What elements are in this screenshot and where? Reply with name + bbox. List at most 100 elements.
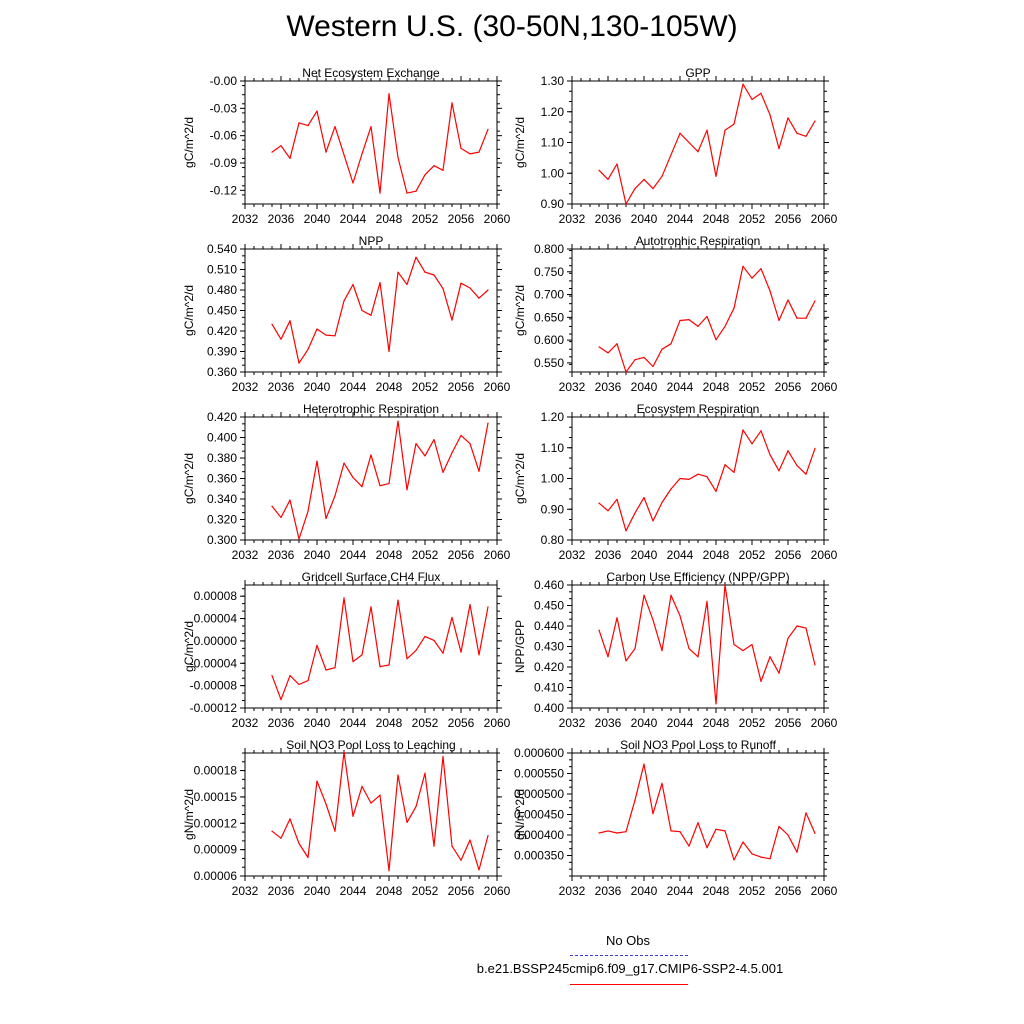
data-point <box>361 153 363 155</box>
data-point <box>406 821 408 824</box>
data-point <box>271 674 273 677</box>
x-tick-label: 2056 <box>448 548 475 562</box>
data-point <box>397 271 399 273</box>
data-point <box>724 464 726 466</box>
data-point <box>343 154 345 156</box>
y-axis-label: gC/m^2/d <box>182 453 196 504</box>
data-point <box>316 644 318 646</box>
data-point <box>280 699 282 701</box>
data-point <box>706 847 708 849</box>
data-point <box>298 538 300 540</box>
data-point <box>352 283 354 286</box>
y-tick-label: 0.410 <box>534 681 564 695</box>
data-point <box>670 830 672 832</box>
x-tick-label: 2032 <box>559 212 586 226</box>
data-point <box>415 649 417 652</box>
data-point <box>598 629 600 631</box>
data-point <box>298 683 300 686</box>
x-tick-label: 2044 <box>340 380 367 394</box>
data-point <box>334 495 336 497</box>
data-point <box>343 751 345 753</box>
data-point <box>460 147 462 150</box>
data-point <box>316 110 318 112</box>
series-line <box>598 429 816 532</box>
data-point <box>751 98 753 101</box>
data-point <box>289 674 291 677</box>
data-point <box>679 477 681 480</box>
data-point <box>433 165 435 167</box>
data-point <box>478 869 480 871</box>
data-point <box>271 323 273 325</box>
data-point <box>634 647 636 650</box>
legend-obs-label: No Obs <box>605 933 651 948</box>
data-point <box>706 600 708 603</box>
y-tick-label: 1.00 <box>541 166 565 180</box>
data-point <box>643 178 645 180</box>
y-tick-label: 0.480 <box>207 283 237 297</box>
data-point <box>460 859 462 861</box>
y-axis-label: gC/m^2/d <box>513 453 527 504</box>
y-tick-label: -0.12 <box>210 183 238 197</box>
data-point <box>760 92 762 94</box>
data-point <box>325 517 327 520</box>
series-line <box>598 265 816 373</box>
series-line <box>271 751 489 872</box>
data-point <box>406 192 408 194</box>
x-tick-label: 2040 <box>631 548 658 562</box>
data-point <box>487 834 489 837</box>
data-point <box>760 267 762 270</box>
data-point <box>460 434 462 437</box>
data-point <box>670 154 672 156</box>
data-point <box>652 619 654 621</box>
data-point <box>388 870 390 872</box>
data-point <box>316 460 318 462</box>
x-tick-label: 2056 <box>775 380 802 394</box>
data-point <box>742 83 744 85</box>
data-point <box>433 639 435 641</box>
data-point <box>343 300 345 302</box>
x-tick-label: 2032 <box>559 548 586 562</box>
y-tick-label: 0.400 <box>207 431 237 445</box>
y-tick-label: 1.20 <box>541 105 565 119</box>
y-tick-label: 0.90 <box>541 502 565 516</box>
x-tick-label: 2060 <box>811 212 838 226</box>
data-point <box>442 652 444 654</box>
x-tick-label: 2032 <box>232 212 259 226</box>
data-point <box>424 455 426 457</box>
y-tick-label: 0.000550 <box>514 767 564 781</box>
y-tick-label: 1.20 <box>541 410 565 424</box>
y-axis-label: gC/m^2/d <box>182 117 196 168</box>
data-point <box>424 271 426 273</box>
x-tick-label: 2040 <box>631 380 658 394</box>
y-tick-label: 0.430 <box>534 640 564 654</box>
plot-frame <box>571 80 825 205</box>
data-point <box>406 658 408 660</box>
data-point <box>289 818 291 820</box>
data-point <box>706 129 708 131</box>
x-tick-label: 2036 <box>595 548 622 562</box>
data-point <box>688 319 690 321</box>
x-tick-label: 2032 <box>559 380 586 394</box>
data-point <box>397 420 399 422</box>
y-axis-label: gN/m^2/d <box>182 789 196 840</box>
y-tick-label: 0.000450 <box>514 808 564 822</box>
y-axis-label: NPP/GPP <box>513 620 527 673</box>
data-point <box>478 297 480 299</box>
x-tick-label: 2048 <box>376 380 403 394</box>
x-tick-label: 2056 <box>775 716 802 730</box>
data-point <box>487 606 489 608</box>
data-point <box>361 654 363 656</box>
data-point <box>625 371 627 373</box>
data-point <box>370 802 372 804</box>
y-tick-label: 0.00015 <box>194 790 238 804</box>
data-point <box>733 859 735 861</box>
plot-frame <box>571 248 825 373</box>
data-point <box>433 438 435 441</box>
y-tick-label: 0.600 <box>534 333 564 347</box>
panel-1: Net Ecosystem Exchange gC/m^2/d -0.00 -0.03… <box>182 66 511 226</box>
x-tick-label: 2040 <box>631 716 658 730</box>
data-point <box>724 129 726 131</box>
data-point <box>343 597 345 599</box>
x-tick-label: 2056 <box>775 884 802 898</box>
data-point <box>271 505 273 507</box>
